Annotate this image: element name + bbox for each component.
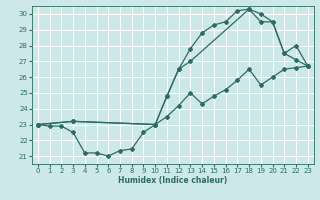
X-axis label: Humidex (Indice chaleur): Humidex (Indice chaleur) — [118, 176, 228, 185]
